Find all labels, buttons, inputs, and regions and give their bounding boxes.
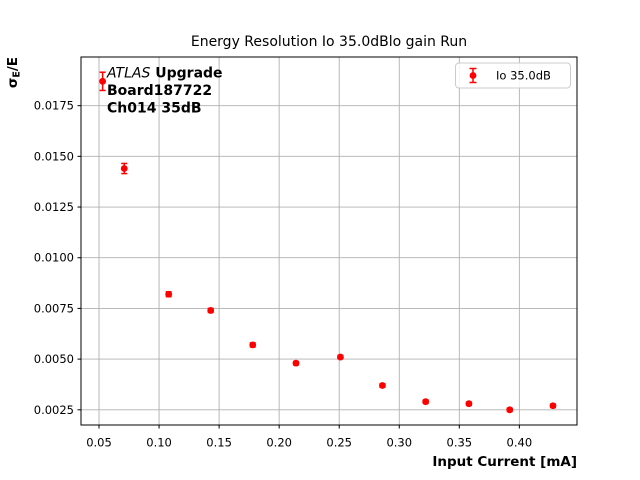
- data-point: [165, 290, 173, 298]
- data-point: [506, 406, 514, 414]
- legend-label: Io 35.0dB: [496, 69, 551, 83]
- annotation-line: Ch014 35dB: [107, 101, 202, 117]
- data-series: [99, 71, 557, 414]
- annotation-line: ATLAS Upgrade: [106, 66, 223, 82]
- x-tick-label: 0.10: [146, 436, 172, 450]
- y-tick-label: 0.0175: [34, 99, 74, 113]
- y-axis-label: σE/E: [5, 57, 23, 88]
- data-point: [422, 398, 430, 406]
- x-tick-label: 0.25: [326, 436, 352, 450]
- legend-marker-dot: [469, 72, 477, 79]
- grid-lines: [81, 57, 577, 425]
- x-axis-label: Input Current [mA]: [432, 454, 577, 470]
- x-tick-label: 0.35: [447, 436, 473, 450]
- x-tick-label: 0.20: [266, 436, 292, 450]
- x-tick-label: 0.40: [507, 436, 533, 450]
- x-tick-label: 0.30: [386, 436, 412, 450]
- data-point: [249, 341, 257, 349]
- plot-border: [80, 56, 578, 426]
- axis-ticks: 0.05 0.10 0.15 0.20 0.25 0.30 0.35 0.40 0.0025 0.…: [34, 99, 532, 450]
- y-tick-label: 0.0150: [34, 149, 74, 163]
- data-point: [99, 77, 107, 85]
- data-point: [465, 400, 473, 408]
- legend: Io 35.0dB: [455, 62, 571, 89]
- data-point: [120, 165, 128, 172]
- data-point: [207, 307, 215, 314]
- data-point: [337, 353, 344, 361]
- chart-title: Energy Resolution Io 35.0dBlo gain Run: [191, 34, 467, 50]
- data-point: [549, 402, 557, 410]
- legend-box: [455, 62, 571, 89]
- data-point: [292, 359, 300, 367]
- annotation-line: Board187722: [107, 83, 212, 99]
- y-tick-label: 0.0125: [34, 200, 74, 214]
- x-tick-label: 0.05: [86, 436, 112, 450]
- x-tick-label: 0.15: [206, 436, 232, 450]
- y-tick-label: 0.0075: [34, 301, 74, 315]
- data-point: [379, 382, 386, 389]
- y-tick-label: 0.0025: [34, 403, 74, 417]
- y-tick-label: 0.0050: [34, 352, 74, 366]
- y-tick-label: 0.0100: [34, 251, 74, 265]
